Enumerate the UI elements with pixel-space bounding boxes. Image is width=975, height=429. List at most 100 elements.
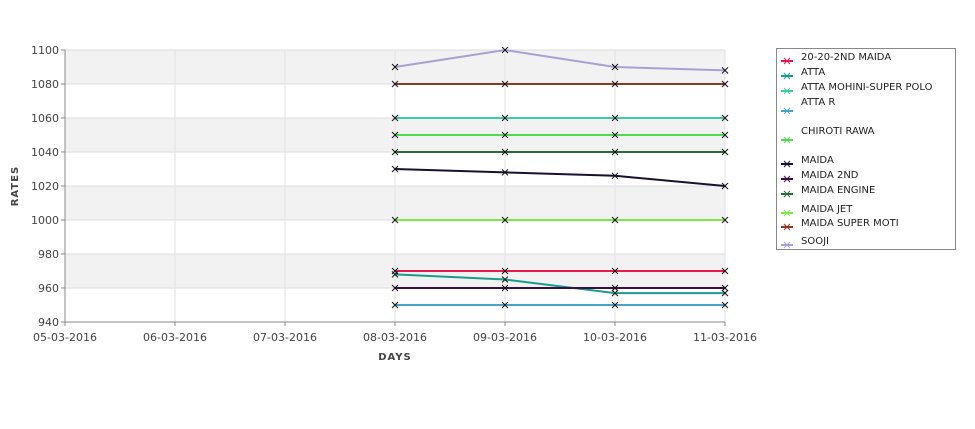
x-tick-label: 07-03-2016 <box>253 331 317 344</box>
data-point-marker <box>611 114 619 122</box>
legend-marker-icon <box>781 136 793 144</box>
series-line <box>394 273 725 295</box>
legend-item: MAIDA SUPER MOTI <box>777 218 955 232</box>
data-point-marker <box>611 172 619 180</box>
x-tick-label: 10-03-2016 <box>583 331 647 344</box>
x-tick-label: 06-03-2016 <box>143 331 207 344</box>
data-point-marker <box>611 80 619 88</box>
data-point-marker <box>611 289 619 297</box>
data-point-marker <box>501 131 509 139</box>
legend-label: MAIDA JET <box>801 204 853 215</box>
data-point-marker <box>501 276 509 283</box>
legend-item: CHIROTI RAWA <box>777 126 955 144</box>
data-point-marker <box>721 80 729 88</box>
legend-marker-icon <box>781 87 793 95</box>
legend-label: MAIDA SUPER MOTI <box>801 218 899 229</box>
legend-label: ATTA MOHINI-SUPER POLO <box>801 82 933 93</box>
legend-marker-icon <box>781 209 793 217</box>
legend-marker-icon <box>781 57 793 65</box>
data-point-marker <box>391 114 399 122</box>
data-point-marker <box>391 216 399 224</box>
data-point-marker <box>391 165 399 173</box>
data-point-marker <box>721 284 729 292</box>
data-point-marker <box>391 271 399 278</box>
data-point-marker <box>391 148 399 156</box>
data-point-marker <box>391 80 399 88</box>
legend-marker-icon <box>781 72 793 80</box>
legend-marker-icon <box>781 175 793 183</box>
data-point-marker <box>501 216 509 224</box>
data-point-marker <box>391 63 399 71</box>
legend-item: MAIDA JET <box>777 204 955 218</box>
legend-marker-icon <box>781 241 793 249</box>
series-line <box>394 168 726 187</box>
data-point-marker <box>501 46 509 54</box>
data-point-marker <box>501 267 509 275</box>
x-tick-label: 05-03-2016 <box>33 331 97 344</box>
data-point-marker <box>501 148 509 156</box>
legend-item: ATTA <box>777 67 955 81</box>
data-point-marker <box>721 182 729 190</box>
legend-marker-icon <box>781 160 793 168</box>
x-tick-label: 11-03-2016 <box>693 331 757 344</box>
legend-label: MAIDA <box>801 155 834 166</box>
legend-item: SOOJI <box>777 236 955 250</box>
legend-item: 20-20-2ND MAIDA <box>777 52 955 66</box>
legend-label: ATTA <box>801 67 826 78</box>
legend-marker-icon <box>781 190 793 198</box>
data-point-marker <box>721 131 729 139</box>
data-point-marker <box>611 284 619 292</box>
legend-label: 20-20-2ND MAIDA <box>801 52 892 63</box>
data-point-marker <box>611 216 619 224</box>
data-point-marker <box>501 114 509 122</box>
series-line <box>394 48 726 72</box>
data-point-marker <box>391 301 399 309</box>
data-point-marker <box>501 301 509 309</box>
series-lines <box>394 48 726 306</box>
y-tick-label: 960 <box>38 282 59 295</box>
y-tick-label: 1020 <box>31 180 59 193</box>
data-point-marker <box>391 131 399 139</box>
legend-item: ATTA MOHINI-SUPER POLO <box>777 82 955 96</box>
data-point-marker <box>721 67 729 74</box>
legend-label: MAIDA 2ND <box>801 170 859 181</box>
data-point-marker <box>721 216 729 224</box>
legend-marker-icon <box>781 223 793 231</box>
y-tick-label: 940 <box>38 316 59 329</box>
chart-legend: 20-20-2ND MAIDA ATTA ATTA MOHINI-SUPER POL… <box>776 48 956 250</box>
data-point-marker <box>501 80 509 88</box>
legend-item: MAIDA <box>777 155 955 169</box>
data-point-marker <box>501 169 509 176</box>
y-axis-label: RATES <box>10 166 21 207</box>
legend-item: ATTA R <box>777 97 955 115</box>
y-tick-label: 1000 <box>31 214 59 227</box>
data-point-marker <box>501 284 509 292</box>
data-point-marker <box>721 267 729 275</box>
legend-label: ATTA R <box>801 97 836 108</box>
legend-item: MAIDA ENGINE <box>777 185 955 199</box>
y-tick-label: 1060 <box>31 112 59 125</box>
series-markers <box>391 46 729 309</box>
data-point-marker <box>611 267 619 275</box>
data-point-marker <box>721 114 729 122</box>
y-tick-label: 1080 <box>31 78 59 91</box>
data-point-marker <box>611 148 619 156</box>
y-tick-label: 1100 <box>31 44 59 57</box>
legend-label: SOOJI <box>801 236 829 247</box>
x-tick-label: 09-03-2016 <box>473 331 537 344</box>
data-point-marker <box>611 301 619 309</box>
legend-marker-icon <box>781 107 793 115</box>
x-axis-label: DAYS <box>378 352 412 363</box>
y-tick-label: 980 <box>38 248 59 261</box>
y-tick-label: 1040 <box>31 146 59 159</box>
legend-item: MAIDA 2ND <box>777 170 955 184</box>
tick-labels: 940 960 980 1000 1020 1040 1060 1080 1100 05-03-2… <box>31 44 757 344</box>
data-point-marker <box>611 131 619 139</box>
x-tick-label: 08-03-2016 <box>363 331 427 344</box>
data-point-marker <box>721 289 729 297</box>
legend-label: MAIDA ENGINE <box>801 185 876 196</box>
legend-label: CHIROTI RAWA <box>801 126 875 137</box>
data-point-marker <box>721 148 729 156</box>
data-point-marker <box>391 284 399 292</box>
